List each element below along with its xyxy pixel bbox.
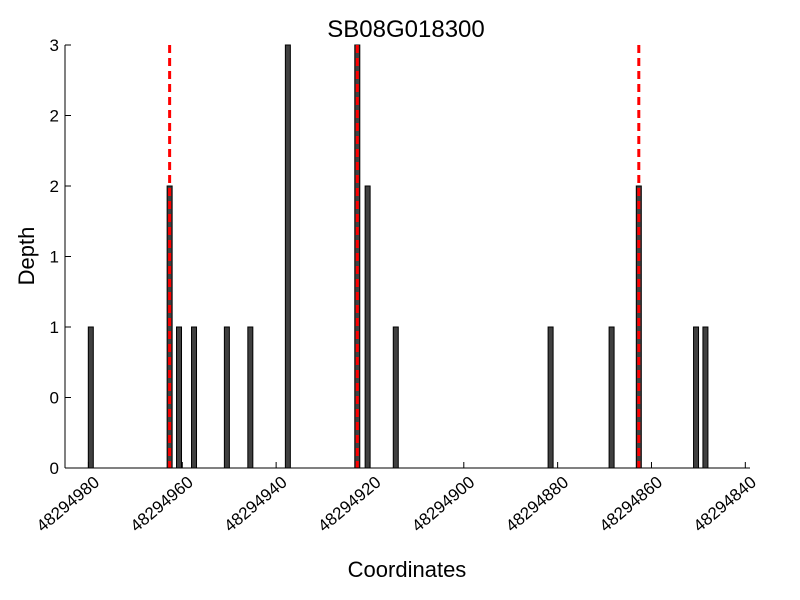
- y-tick-label-3: 1: [50, 248, 59, 267]
- x-tick-label-5: 48294880: [502, 473, 572, 536]
- y-tick-label-6: 3: [50, 36, 59, 55]
- bar-5: [247, 326, 254, 469]
- bar-8: [364, 185, 371, 469]
- x-tick-label-0: 48294980: [33, 473, 103, 536]
- y-tick-label-5: 2: [50, 107, 59, 126]
- x-tick-label-6: 48294860: [596, 473, 666, 536]
- x-tick-label-2: 48294940: [221, 473, 291, 536]
- bars-layer: [87, 44, 709, 469]
- bar-9: [392, 326, 399, 469]
- marker-lines-layer: [168, 45, 641, 468]
- bar-3: [191, 326, 198, 469]
- bar-0: [87, 326, 94, 469]
- bar-4: [223, 326, 230, 469]
- x-tick-label-7: 48294840: [690, 473, 760, 536]
- x-axis-label: Coordinates: [348, 557, 467, 582]
- y-tick-label-4: 2: [50, 177, 59, 196]
- chart-title: SB08G018300: [327, 16, 484, 43]
- bar-11: [608, 326, 615, 469]
- y-axis-label: Depth: [14, 227, 39, 286]
- bar-6: [284, 44, 291, 469]
- bar-10: [547, 326, 554, 469]
- y-tick-label-1: 0: [50, 389, 59, 408]
- bar-2: [176, 326, 183, 469]
- x-tick-label-1: 48294960: [127, 473, 197, 536]
- x-tick-label-4: 48294900: [408, 473, 478, 536]
- bar-14: [702, 326, 709, 469]
- y-tick-label-0: 0: [50, 459, 59, 478]
- x-tick-label-3: 48294920: [314, 473, 384, 536]
- y-tick-label-2: 1: [50, 318, 59, 337]
- bar-13: [693, 326, 700, 469]
